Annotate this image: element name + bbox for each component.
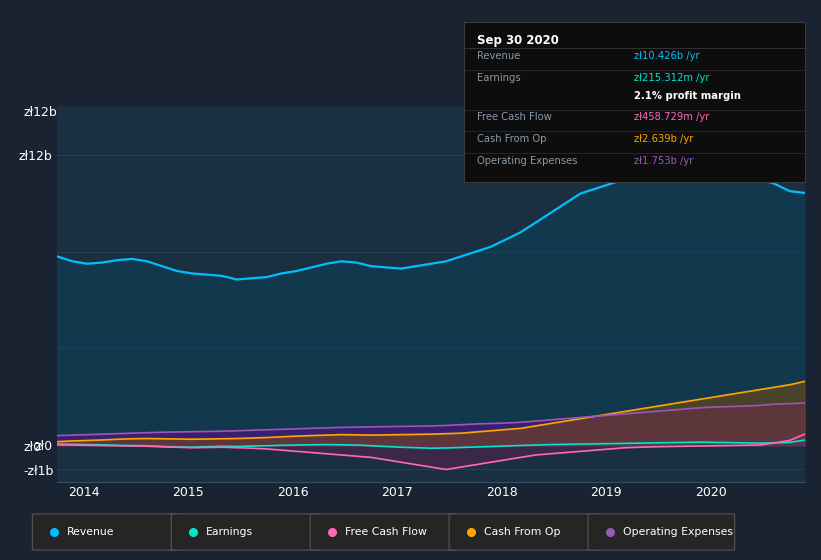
Text: Free Cash Flow: Free Cash Flow bbox=[345, 527, 427, 537]
FancyBboxPatch shape bbox=[449, 514, 596, 550]
Text: zł12b: zł12b bbox=[24, 106, 57, 119]
Text: Cash From Op: Cash From Op bbox=[484, 527, 560, 537]
Text: zł2.639b /yr: zł2.639b /yr bbox=[635, 134, 694, 144]
FancyBboxPatch shape bbox=[32, 514, 179, 550]
Text: Operating Expenses: Operating Expenses bbox=[623, 527, 732, 537]
Text: zł1.753b /yr: zł1.753b /yr bbox=[635, 156, 694, 166]
Text: Earnings: Earnings bbox=[206, 527, 253, 537]
Text: zł10.426b /yr: zł10.426b /yr bbox=[635, 51, 699, 61]
Text: Earnings: Earnings bbox=[478, 73, 521, 83]
Text: zł0: zł0 bbox=[24, 441, 42, 455]
Text: Revenue: Revenue bbox=[67, 527, 115, 537]
Text: 2.1% profit margin: 2.1% profit margin bbox=[635, 91, 741, 101]
Text: Operating Expenses: Operating Expenses bbox=[478, 156, 578, 166]
Text: Revenue: Revenue bbox=[478, 51, 521, 61]
Text: zł215.312m /yr: zł215.312m /yr bbox=[635, 73, 709, 83]
FancyBboxPatch shape bbox=[310, 514, 456, 550]
FancyBboxPatch shape bbox=[588, 514, 735, 550]
Text: -zł1b: -zł1b bbox=[24, 465, 54, 478]
Text: Sep 30 2020: Sep 30 2020 bbox=[478, 34, 559, 46]
Text: Cash From Op: Cash From Op bbox=[478, 134, 547, 144]
Text: Free Cash Flow: Free Cash Flow bbox=[478, 112, 553, 122]
FancyBboxPatch shape bbox=[172, 514, 318, 550]
Text: zł458.729m /yr: zł458.729m /yr bbox=[635, 112, 709, 122]
